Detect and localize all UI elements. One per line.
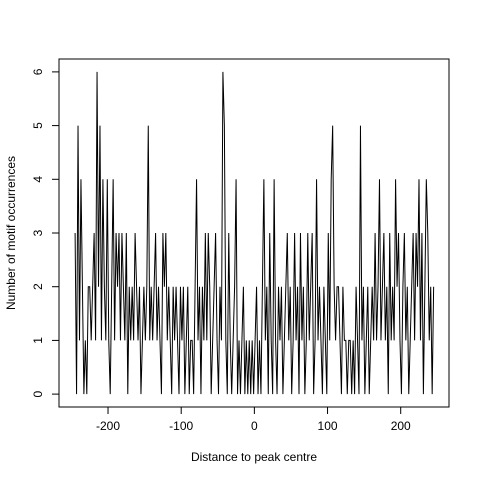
y-tick-label: 0 <box>31 390 45 397</box>
x-tick-label: -200 <box>96 419 120 433</box>
y-tick-label: 5 <box>31 122 45 129</box>
y-tick-label: 2 <box>31 283 45 290</box>
y-tick-label: 3 <box>31 229 45 236</box>
y-tick-label: 6 <box>31 68 45 75</box>
y-axis-label: Number of motif occurrences <box>4 156 18 310</box>
x-tick-label: 100 <box>318 419 338 433</box>
y-tick-label: 4 <box>31 176 45 183</box>
x-tick-label: 200 <box>391 419 411 433</box>
data-line <box>74 71 435 395</box>
x-axis-label: Distance to peak centre <box>191 450 317 464</box>
x-tick-label: 0 <box>251 419 258 433</box>
x-tick-label: -100 <box>169 419 193 433</box>
y-tick-label: 1 <box>31 337 45 344</box>
plot-box <box>58 58 450 408</box>
